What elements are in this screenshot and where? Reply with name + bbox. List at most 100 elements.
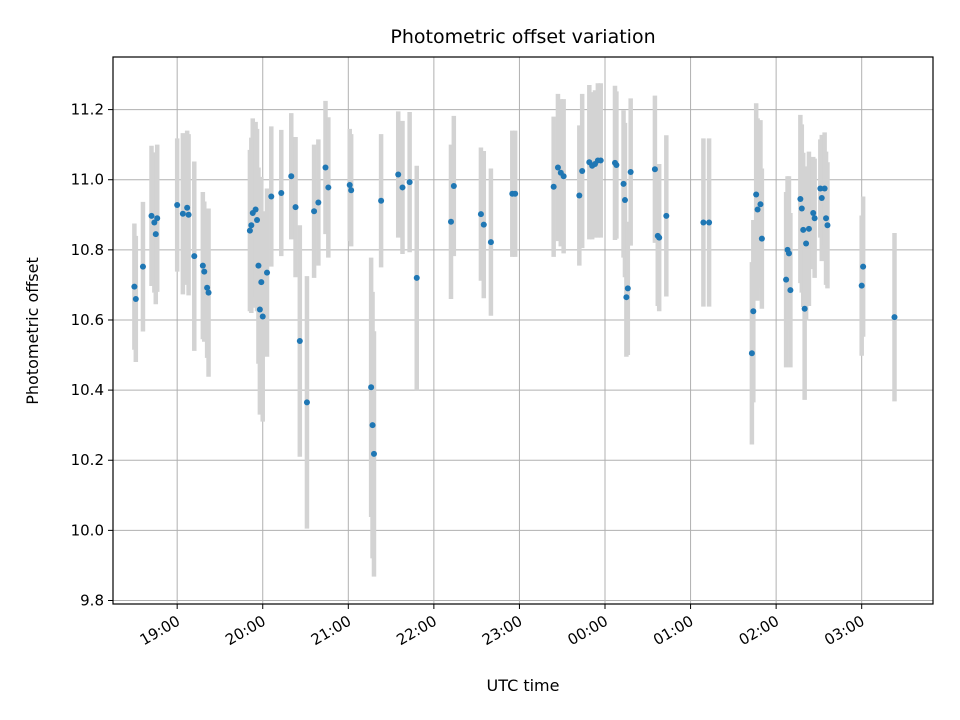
data-point	[821, 185, 828, 192]
data-point	[627, 169, 634, 176]
data-point	[395, 171, 402, 178]
data-point	[311, 208, 318, 215]
data-point	[624, 285, 631, 292]
data-point	[368, 384, 375, 391]
y-tick-label: 11.2	[71, 101, 104, 119]
data-point	[651, 166, 658, 173]
data-point	[154, 215, 161, 222]
data-point	[560, 173, 567, 180]
data-point	[131, 283, 138, 290]
data-point	[254, 217, 261, 224]
data-point	[810, 210, 817, 217]
data-point	[174, 201, 181, 208]
y-tick-label: 10.4	[71, 381, 104, 399]
data-point	[754, 206, 761, 213]
data-point	[148, 212, 155, 219]
data-point	[370, 450, 377, 457]
data-point	[787, 287, 794, 294]
data-point	[801, 305, 808, 312]
data-point	[487, 239, 494, 246]
y-axis-label: Photometric offset	[23, 257, 42, 405]
data-point	[748, 350, 755, 357]
y-axis: 9.8 10.0 10.2 10.4 10.6 10.8 11.0 11.2	[71, 101, 113, 609]
data-point	[406, 179, 413, 186]
data-point	[278, 190, 285, 197]
data-point	[322, 164, 329, 171]
data-point	[268, 193, 275, 200]
plot-frame	[112, 56, 934, 605]
data-point	[579, 167, 586, 174]
data-point	[252, 206, 259, 213]
data-point	[303, 399, 310, 406]
data-point	[758, 235, 765, 242]
data-point	[292, 204, 299, 211]
data-points	[131, 157, 898, 457]
data-point	[783, 276, 790, 283]
data-point	[554, 164, 561, 171]
y-tick-label: 10.8	[71, 241, 104, 259]
data-point	[891, 314, 898, 321]
data-point	[259, 313, 266, 320]
data-point	[706, 219, 713, 226]
data-point	[184, 204, 191, 211]
data-point	[823, 215, 830, 222]
data-point	[199, 262, 206, 269]
data-point	[623, 294, 630, 301]
data-point	[255, 262, 262, 269]
data-point	[750, 308, 757, 315]
data-point	[803, 240, 810, 247]
data-point	[656, 234, 663, 241]
data-point	[860, 263, 867, 270]
y-tick-label: 11.0	[71, 171, 104, 189]
data-point	[205, 289, 212, 296]
data-point	[621, 197, 628, 204]
data-point	[152, 231, 159, 238]
data-point	[811, 215, 818, 222]
data-point	[753, 191, 760, 198]
data-point	[325, 184, 332, 191]
y-tick-label: 9.8	[80, 591, 104, 609]
data-point	[818, 194, 825, 201]
data-point	[576, 192, 583, 199]
data-point	[256, 306, 263, 313]
data-point	[399, 184, 406, 191]
data-point	[132, 295, 139, 302]
data-point	[824, 222, 831, 229]
data-point	[700, 219, 707, 226]
data-point	[800, 226, 807, 233]
data-point	[798, 205, 805, 212]
data-point	[757, 201, 764, 208]
data-point	[258, 279, 265, 286]
data-point	[315, 199, 322, 206]
x-axis-label: UTC time	[487, 676, 560, 695]
data-point	[179, 210, 186, 217]
data-point	[413, 274, 420, 281]
data-point	[296, 338, 303, 345]
data-point	[288, 173, 295, 180]
data-point	[477, 211, 484, 218]
data-point	[613, 161, 620, 168]
chart-title: Photometric offset variation	[390, 26, 655, 48]
data-point	[246, 227, 253, 234]
data-point	[264, 269, 271, 276]
data-point	[201, 268, 208, 275]
data-point	[597, 157, 604, 164]
data-point	[139, 263, 146, 270]
data-point	[797, 196, 804, 203]
data-point	[450, 183, 457, 190]
data-point	[512, 190, 519, 197]
data-point	[248, 222, 255, 229]
data-point	[185, 211, 192, 218]
data-point	[480, 221, 487, 228]
data-point	[151, 219, 158, 226]
data-point	[550, 183, 557, 190]
data-point	[663, 212, 670, 219]
y-tick-label: 10.2	[71, 451, 104, 469]
data-point	[858, 282, 865, 289]
data-point	[447, 218, 454, 225]
data-point	[378, 197, 385, 204]
y-tick-label: 10.6	[71, 311, 104, 329]
data-point	[204, 284, 211, 291]
